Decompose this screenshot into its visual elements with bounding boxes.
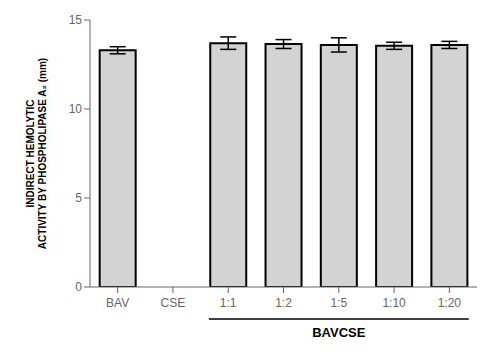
svg-text:1:1: 1:1 <box>220 296 237 310</box>
svg-text:15: 15 <box>69 13 83 27</box>
svg-text:1:10: 1:10 <box>382 296 406 310</box>
svg-text:INDIRECT HEMOLYTICACTIVITY BY: INDIRECT HEMOLYTICACTIVITY BY PHOSPHOLIP… <box>25 58 48 249</box>
svg-text:5: 5 <box>75 191 82 205</box>
svg-text:1:2: 1:2 <box>275 296 292 310</box>
svg-text:0: 0 <box>75 280 82 294</box>
svg-text:BAV: BAV <box>106 296 129 310</box>
svg-text:CSE: CSE <box>161 296 186 310</box>
svg-text:BAVCSE: BAVCSE <box>312 325 366 340</box>
svg-text:10: 10 <box>69 102 83 116</box>
svg-text:1:20: 1:20 <box>438 296 462 310</box>
svg-text:1:5: 1:5 <box>330 296 347 310</box>
